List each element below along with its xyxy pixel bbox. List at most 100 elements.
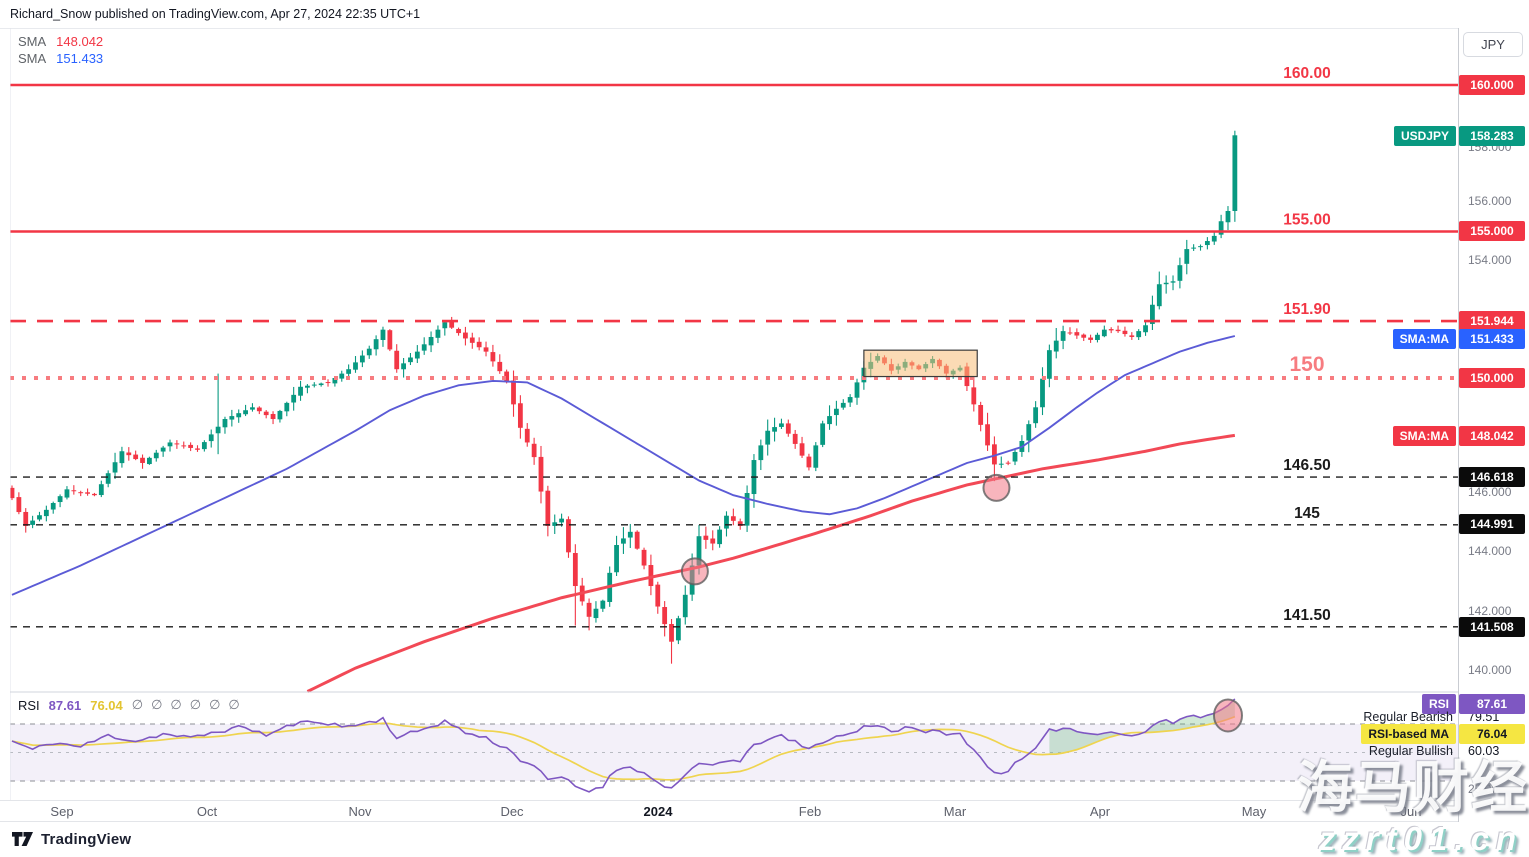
price-tick-140.000: 140.000 (1468, 663, 1512, 677)
candle-body (504, 371, 510, 381)
candle-body (827, 416, 832, 425)
time-axis[interactable]: Sep Oct Nov Dec 2024 Feb Mar Apr May Jun (0, 800, 1458, 822)
rsi-ma-value: 76.04 (90, 697, 123, 713)
candle-body (1129, 335, 1135, 337)
candle-body (421, 344, 427, 351)
rsi-divergence-value: 60.03 (1468, 744, 1500, 758)
candle-body (1232, 135, 1238, 211)
candle-body (208, 434, 214, 442)
candle-body (401, 363, 406, 370)
candle-body (1225, 210, 1231, 223)
candle-body (1198, 246, 1203, 248)
published-by-line: Richard_Snow published on TradingView.co… (10, 7, 421, 21)
time-label-feb: Feb (798, 804, 822, 819)
currency-button[interactable]: JPY (1463, 32, 1523, 57)
candle-body (250, 407, 255, 410)
price-badge-151.944: 151.944 (1459, 311, 1525, 331)
time-label-may: May (1241, 804, 1267, 819)
candle-body (126, 452, 132, 456)
candle-body (696, 536, 702, 566)
rsi-tick-25.00: 25.00 (1468, 782, 1499, 796)
candle-body (840, 402, 846, 408)
candle-body (133, 454, 139, 460)
plot-badge-sma-ma: SMA:MA (1392, 329, 1456, 349)
candle-body (682, 594, 688, 618)
sma-label: SMA (18, 51, 47, 66)
candle-body (229, 416, 235, 420)
candle-body (614, 545, 619, 573)
candle-body (1218, 221, 1224, 235)
price-axis[interactable]: JPY 158.000 156.000 154.000 146.000 144.000 1… (1458, 28, 1529, 822)
chart-surface[interactable]: 160.00 155.00 151.90 150 146.50 145 141.50 (10, 28, 1458, 800)
candle-body (1108, 329, 1114, 331)
level-label-141.50: 141.50 (1283, 607, 1330, 624)
tradingview-logo[interactable]: TradingView (12, 831, 131, 848)
candle-body (847, 397, 853, 403)
price-tick-154.000: 154.000 (1468, 253, 1512, 267)
candle-body (105, 473, 111, 484)
candle-body (1211, 235, 1217, 242)
candle-body (834, 408, 839, 416)
candle-body (703, 535, 709, 540)
sma-legend-row: SMA 148.042 (18, 33, 103, 50)
price-badge-141.508: 141.508 (1459, 617, 1525, 637)
candle-body (490, 352, 496, 362)
rsi-empty-marker: ∅ (209, 697, 221, 712)
sma-slow-line (306, 433, 1236, 693)
candle-body (43, 509, 49, 517)
candle-body (463, 332, 468, 339)
candle-body (1204, 241, 1210, 246)
sma-value: 151.433 (56, 51, 104, 66)
candle-body (64, 489, 70, 498)
time-label-sep: Sep (50, 804, 74, 819)
candle-body (710, 538, 716, 544)
price-badge-76.04: 76.04 (1459, 724, 1525, 744)
candle-body (140, 457, 145, 463)
rsi-empty-marker: ∅ (151, 697, 163, 712)
candle-body (284, 402, 290, 412)
price-badge-150.000: 150.000 (1459, 368, 1525, 388)
candle-body (799, 443, 805, 456)
candle-body (112, 462, 118, 473)
candle-body (1081, 334, 1087, 338)
candle-body (119, 451, 125, 464)
price-badge-158.283: 158.283 (1459, 126, 1525, 146)
candle-body (593, 608, 599, 619)
candle-body (806, 456, 812, 468)
candle-body (1012, 451, 1018, 462)
candle-body (435, 329, 441, 338)
candle-body (449, 321, 455, 328)
candle-body (353, 362, 358, 370)
candle-body (263, 411, 269, 416)
candle-body (414, 351, 420, 359)
candle-body (71, 490, 77, 492)
price-badge-151.433: 151.433 (1459, 329, 1525, 349)
rsi-highlight-circle (1212, 698, 1243, 733)
candle-body (1122, 330, 1128, 335)
rsi-value: 87.61 (48, 697, 82, 713)
candle-body (655, 584, 661, 607)
rsi-legend: RSI 87.61 76.04 ∅ ∅ ∅ ∅ ∅ ∅ (18, 697, 240, 713)
candle-body (270, 413, 276, 420)
candle-body (1115, 329, 1121, 332)
candle-body (1191, 247, 1197, 249)
candle-body (1074, 332, 1080, 336)
candle-body (854, 382, 860, 398)
candle-body (634, 531, 640, 549)
rsi-divergence-fill (1049, 698, 1235, 755)
plot-badge-rsi-based-ma: RSI-based MA (1361, 724, 1456, 744)
candle-body (1136, 331, 1142, 338)
candle-body (785, 423, 791, 434)
candle-body (318, 383, 324, 386)
rsi-ma-line (11, 715, 1236, 781)
level-label-146.50: 146.50 (1283, 457, 1330, 474)
candle-body (188, 444, 194, 448)
level-label-160.00: 160.00 (1283, 65, 1330, 82)
candle-body (497, 361, 503, 372)
candle-body (524, 428, 530, 443)
candle-body (160, 447, 166, 452)
price-badge-148.042: 148.042 (1459, 426, 1525, 446)
tradingview-logo-text: TradingView (41, 831, 132, 848)
candle-body (339, 373, 345, 379)
candle-body (298, 386, 303, 396)
